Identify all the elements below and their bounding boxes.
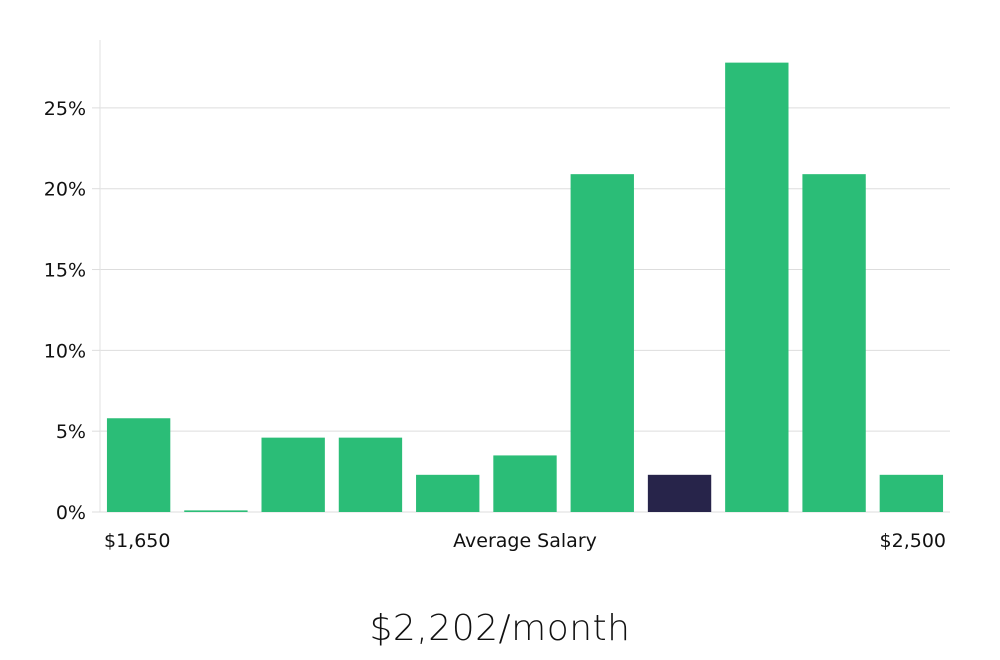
average-salary-headline: $2,202/month — [369, 608, 631, 649]
bar — [338, 437, 403, 512]
y-tick-label: 10% — [44, 340, 86, 362]
bar — [106, 418, 171, 512]
bar — [879, 474, 944, 512]
bar — [570, 174, 634, 512]
y-axis-ticks: 0% 5% 10% 15% 20% 25% — [44, 98, 100, 524]
bar — [184, 510, 248, 512]
y-tick-label: 5% — [56, 421, 86, 443]
x-axis-title: Average Salary — [453, 530, 597, 552]
bar — [261, 437, 325, 512]
bar — [802, 174, 866, 512]
y-tick-label: 0% — [56, 502, 86, 524]
bar — [416, 474, 480, 512]
bar-highlighted — [647, 474, 712, 512]
y-tick-label: 15% — [44, 260, 86, 282]
bar — [493, 455, 557, 512]
y-tick-label: 25% — [44, 98, 86, 120]
bar — [725, 62, 789, 512]
salary-histogram-chart: 0% 5% 10% 15% 20% 25% $1,650 Average Salary $… — [44, 40, 950, 552]
y-tick-label: 20% — [44, 179, 86, 201]
bars — [106, 62, 944, 512]
x-axis-max-label: $2,500 — [880, 530, 946, 552]
x-axis-min-label: $1,650 — [104, 530, 170, 552]
